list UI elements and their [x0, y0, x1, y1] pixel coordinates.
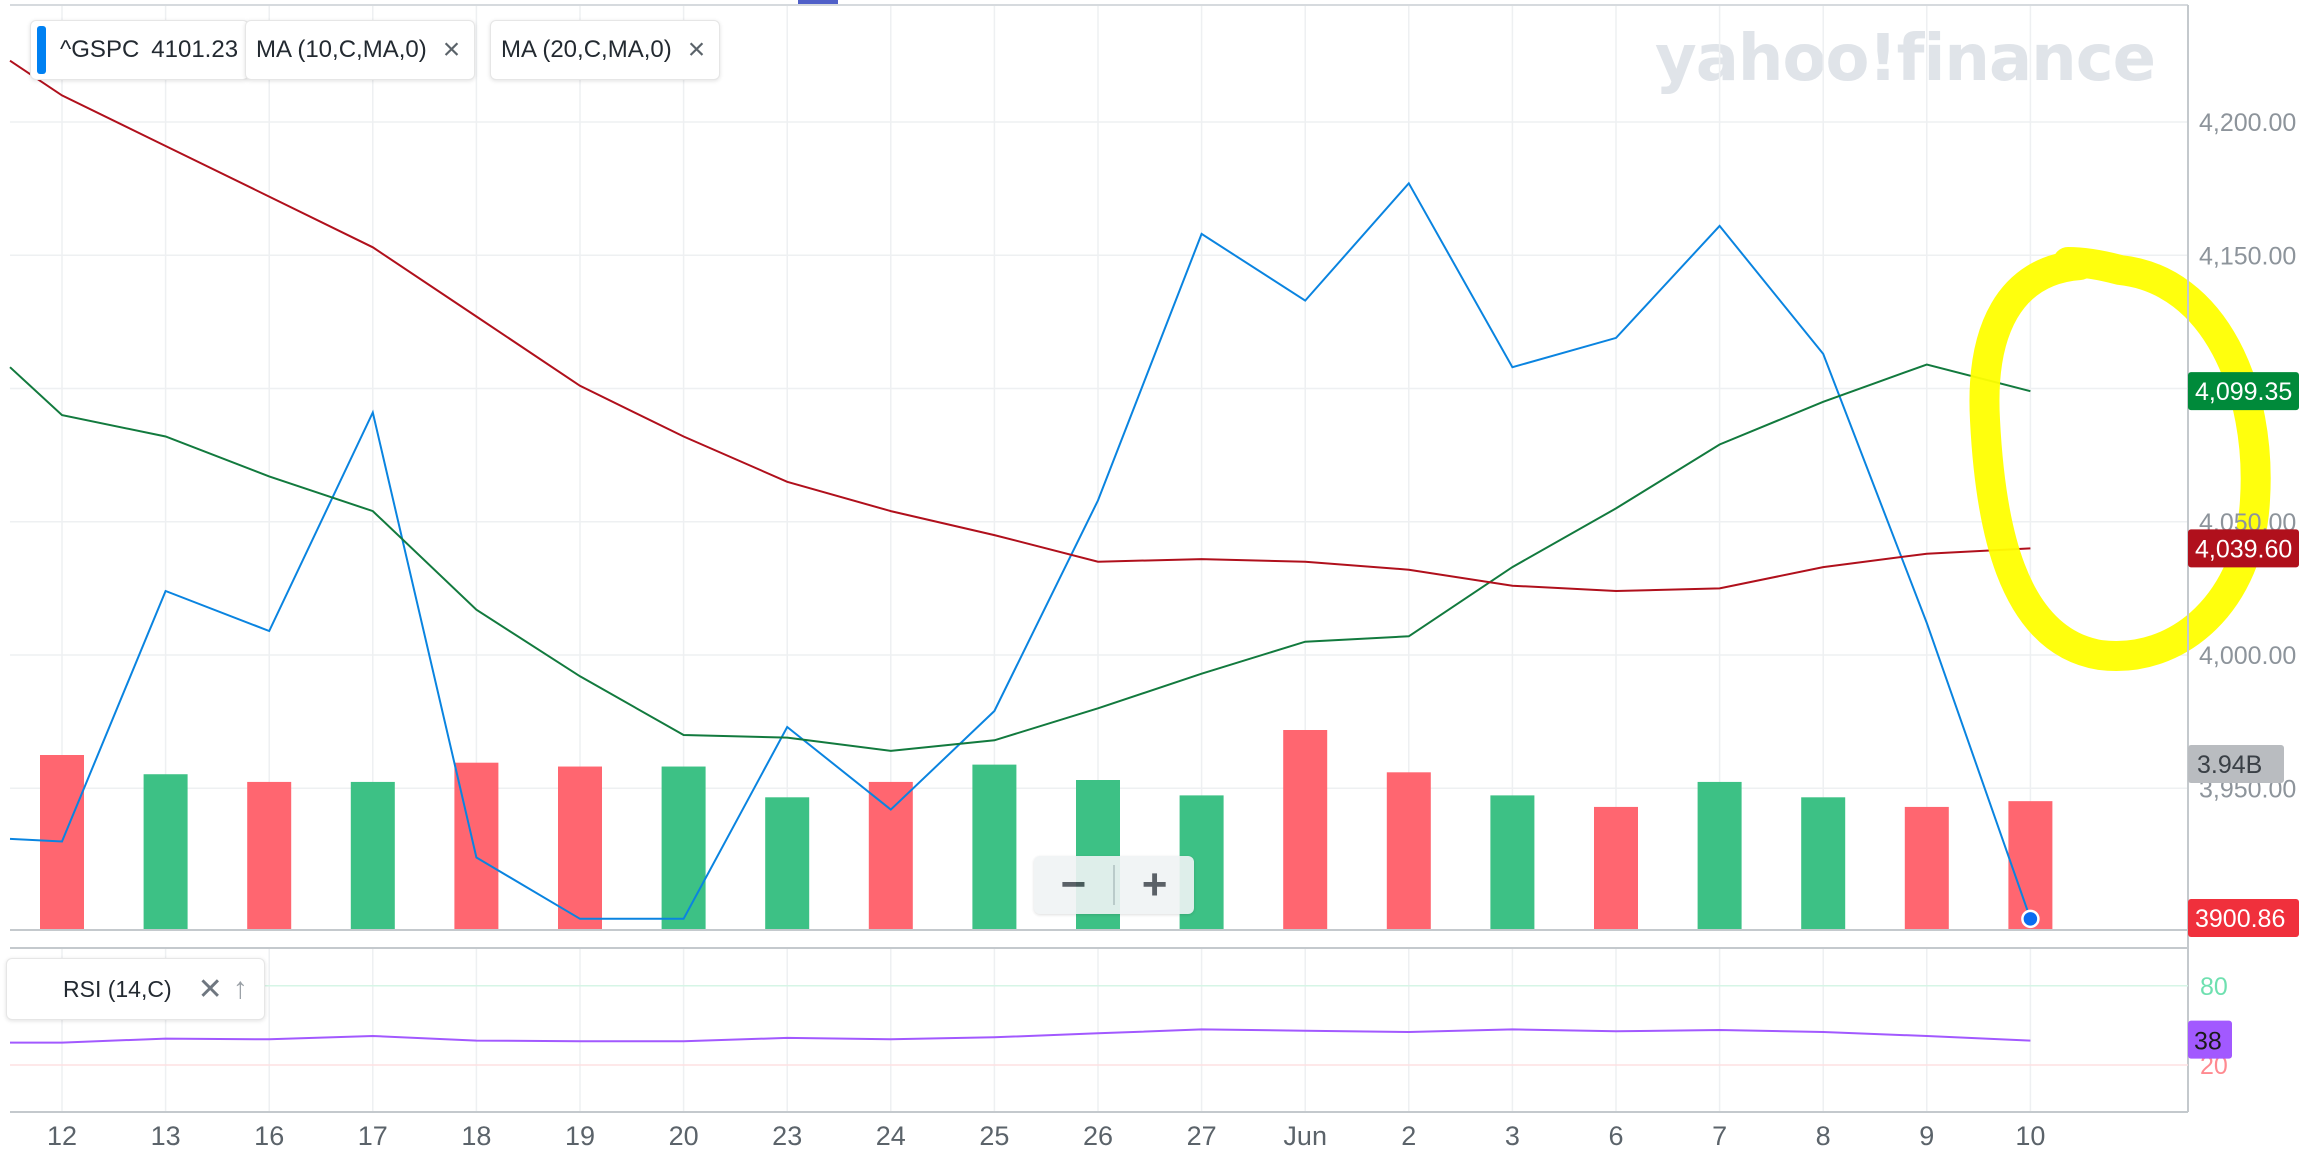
volume-bar	[1594, 806, 1638, 930]
rsi-line	[10, 1028, 2031, 1044]
x-tick-label: Jun	[1283, 1121, 1327, 1151]
x-tick-label: 3	[1505, 1121, 1520, 1151]
y-tick-label: 4,150.00	[2199, 242, 2296, 270]
top-drag-handle[interactable]	[798, 0, 838, 5]
x-tick-label: 23	[772, 1121, 802, 1151]
last-price-dot	[2021, 909, 2040, 929]
yahoo-finance-logo: yahoo!finance	[1655, 22, 2156, 96]
y-tick-label: 4,200.00	[2199, 109, 2296, 137]
volume-bar	[143, 774, 188, 930]
symbol-name: ^GSPC	[60, 36, 140, 63]
volume-bar	[247, 781, 292, 930]
price-label-text: 4,099.35	[2195, 378, 2292, 406]
symbol-color-marker	[37, 26, 46, 74]
yellow-highlight-circle	[1969, 247, 2271, 671]
rsi-label: RSI (14,C)	[63, 975, 172, 1002]
zoom-out-button[interactable]: −	[1060, 860, 1087, 909]
grid	[10, 5, 2188, 1112]
volume-bar	[765, 797, 810, 930]
x-tick-label: 26	[1083, 1121, 1113, 1151]
x-tick-label: 12	[47, 1121, 77, 1151]
price-label-text: 3900.86	[2195, 905, 2285, 933]
x-tick-label: 13	[151, 1121, 181, 1151]
axes: 4,200.004,150.004,050.004,000.003,950.00…	[10, 4, 2299, 1151]
ma10-line	[9, 363, 2031, 752]
x-tick-label: 6	[1608, 1121, 1623, 1151]
volume-bar	[1697, 781, 1742, 930]
x-tick-label: 24	[876, 1121, 906, 1151]
x-tick-label: 10	[2015, 1121, 2045, 1151]
price-label-box	[2188, 529, 2299, 568]
price-lines	[9, 59, 2040, 929]
volume-bar	[350, 781, 395, 930]
x-tick-label: 17	[358, 1121, 388, 1151]
x-tick-label: 19	[565, 1121, 595, 1151]
x-tick-label: 27	[1187, 1121, 1217, 1151]
volume-bar	[972, 764, 1017, 930]
volume-bar	[1904, 806, 1949, 930]
volume-bar	[1386, 772, 1431, 930]
volume-bar	[661, 766, 706, 930]
rsi-tick-80: 80	[2200, 973, 2228, 1001]
remove-ma20-close-icon[interactable]: ×	[687, 33, 706, 66]
y-tick-label: 4,000.00	[2199, 642, 2296, 670]
study-tag-ma10[interactable]: MA (10,C,MA,0) ×	[245, 20, 476, 80]
volume-bar	[1801, 797, 1846, 930]
x-tick-label: 7	[1712, 1121, 1727, 1151]
remove-ma10-close-icon[interactable]: ×	[442, 33, 461, 66]
volume-label-text: 3.94B	[2197, 751, 2262, 779]
zoom-in-button[interactable]: +	[1141, 860, 1168, 909]
rsi-tag[interactable]: RSI (14,C) ✕ ↑	[6, 958, 265, 1020]
price-label-text: 4,039.60	[2195, 535, 2292, 563]
volume-label-box	[2188, 745, 2284, 783]
symbol-tag[interactable]: ^GSPC 4101.23	[30, 20, 250, 80]
symbol-price: 4101.23	[151, 36, 239, 63]
zoom-controls: − +	[1034, 856, 1194, 914]
rsi-value-text: 38	[2194, 1028, 2222, 1056]
price-label-box	[2188, 899, 2299, 937]
volume-bar	[2008, 801, 2053, 930]
x-tick-label: 18	[461, 1121, 491, 1151]
x-tick-label: 8	[1816, 1121, 1831, 1151]
price-label-box	[2188, 372, 2299, 411]
ma20-line	[9, 59, 2031, 593]
zoom-divider	[1112, 865, 1115, 905]
x-tick-label: 16	[254, 1121, 284, 1151]
study-label-ma20: MA (20,C,MA,0)	[501, 36, 672, 63]
remove-rsi-close-icon[interactable]: ✕	[197, 972, 223, 1006]
x-tick-label: 9	[1919, 1121, 1934, 1151]
volume-bars	[40, 730, 2053, 930]
study-label-ma10: MA (10,C,MA,0)	[256, 36, 427, 63]
volume-bar	[1283, 730, 1328, 930]
x-tick-label: 20	[669, 1121, 699, 1151]
price-line	[9, 181, 2032, 920]
collapse-rsi-arrow-icon[interactable]: ↑	[232, 972, 248, 1005]
x-tick-label: 25	[979, 1121, 1009, 1151]
highlight-circle-stroke	[1969, 247, 2271, 671]
volume-bar	[868, 781, 913, 930]
volume-bar	[1490, 795, 1535, 930]
rsi-value-box	[2188, 1020, 2232, 1059]
study-tag-ma20[interactable]: MA (20,C,MA,0) ×	[490, 20, 721, 80]
volume-bar	[558, 766, 602, 930]
x-tick-label: 2	[1401, 1121, 1416, 1151]
